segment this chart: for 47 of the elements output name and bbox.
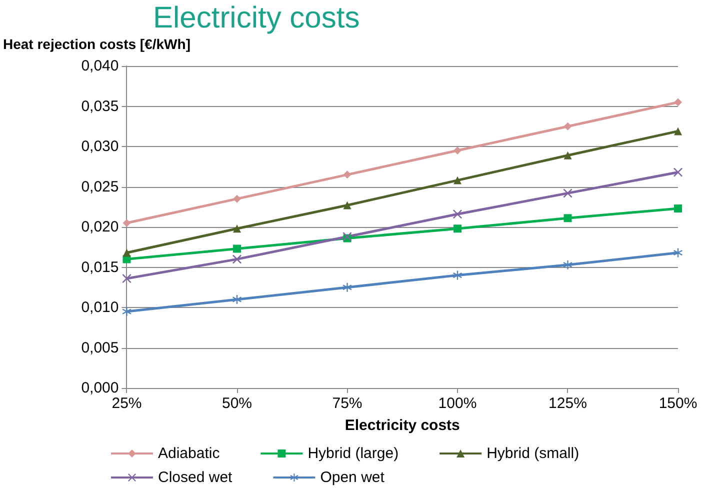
point [674,127,682,136]
point [343,170,352,179]
y-tick-label: 0,025 [81,178,119,196]
point [674,98,682,106]
point [564,214,572,222]
x-tick-label: 100% [438,395,477,412]
point [232,244,241,253]
y-tick-label: 0,040 [81,58,119,74]
y-tick-label: 0,035 [81,98,119,115]
point [564,122,572,130]
x-tick-label: 125% [548,395,587,412]
y-tick-label: 0,000 [81,380,119,396]
point [453,270,462,280]
point [454,176,462,184]
y-tick-label: 0,005 [81,339,119,356]
point [232,224,241,233]
chart-title: Electricity costs [153,2,360,34]
x-tick-label: 150% [658,395,698,412]
point [454,224,462,233]
y-tick-label: 0,015 [81,258,119,276]
x-axis-title: Electricity costs [344,417,460,434]
point [122,248,131,257]
x-tick-label: 25% [112,395,142,412]
point [342,282,352,292]
y-tick-label: 0,030 [81,138,119,155]
y-axis-title: Heat rejection costs [€/kWh] [2,36,190,52]
point [122,274,132,284]
point [232,194,241,203]
y-tick-label: 0,010 [81,299,119,316]
legend-label: Hybrid (large) [308,445,399,462]
point [674,204,682,212]
y-tick-label: 0,020 [81,218,119,236]
point [232,294,242,304]
legend-label: Closed wet [158,469,234,486]
legend-label: Hybrid (small) [486,445,580,462]
point [674,168,682,177]
x-tick-label: 50% [222,395,252,412]
legend-label: Adiabatic [158,445,220,462]
point [563,260,572,270]
point [343,201,352,210]
point [453,210,462,219]
point [564,151,572,160]
point [232,254,242,264]
point [454,146,462,155]
legend-label: Open wet [320,469,386,486]
point [674,248,682,258]
x-tick-label: 75% [332,395,362,412]
